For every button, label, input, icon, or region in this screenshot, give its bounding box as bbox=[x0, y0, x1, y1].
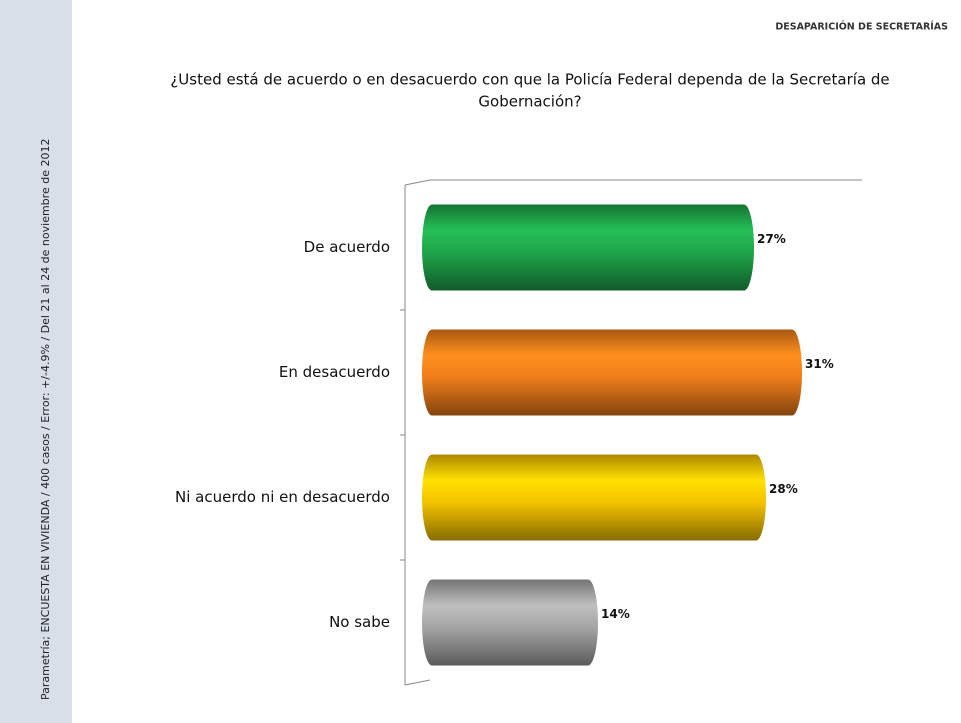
value-label: 31% bbox=[805, 357, 834, 371]
axis-line bbox=[404, 679, 431, 686]
source-note: Parametría; ENCUESTA EN VIVIENDA / 400 c… bbox=[39, 139, 52, 700]
bar bbox=[422, 329, 802, 416]
chart-title: ¿Usted está de acuerdo o en desacuerdo c… bbox=[170, 71, 889, 89]
section-header: DESAPARICIÓN DE SECRETARÍAS bbox=[775, 21, 948, 33]
side-strip bbox=[0, 0, 72, 723]
value-label: 14% bbox=[601, 607, 630, 621]
bar bbox=[422, 204, 754, 291]
bar bbox=[422, 454, 766, 541]
category-label: En desacuerdo bbox=[279, 363, 390, 381]
value-label: 28% bbox=[769, 482, 798, 496]
category-label: No sabe bbox=[329, 613, 390, 631]
chart-title-line2: Gobernación? bbox=[478, 93, 581, 111]
value-label: 27% bbox=[757, 232, 786, 246]
bar bbox=[422, 579, 598, 666]
axis-line bbox=[404, 179, 431, 186]
category-label: De acuerdo bbox=[304, 238, 390, 256]
category-label: Ni acuerdo ni en desacuerdo bbox=[175, 488, 390, 506]
